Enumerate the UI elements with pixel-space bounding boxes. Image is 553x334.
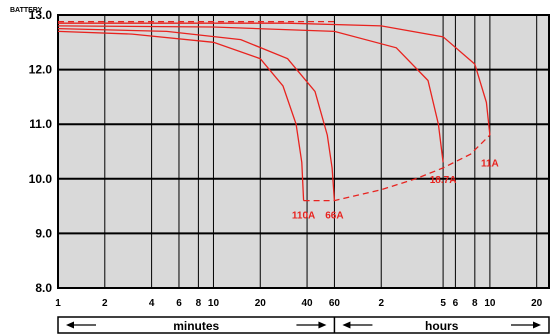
grid-lines — [57, 14, 550, 289]
x-tick-label: 2 — [378, 298, 384, 309]
arrow-right-icon — [318, 321, 327, 329]
x-tick-label: 1 — [55, 298, 61, 309]
y-tick-label: 9.0 — [35, 226, 52, 240]
curve-current-label: 11A — [481, 158, 499, 169]
segment-label: hours — [425, 319, 459, 333]
arrow-right-icon — [533, 321, 541, 329]
end-voltage-dashed-line — [303, 134, 491, 202]
x-tick-label: 10 — [484, 298, 496, 309]
chart-title: BATTERY — [10, 7, 43, 14]
discharge-curve-line — [58, 22, 491, 136]
segment-label: minutes — [173, 319, 219, 333]
discharge-curve-line — [57, 27, 336, 201]
x-tick-label: 6 — [176, 298, 182, 309]
x-tick-label: 20 — [255, 298, 267, 309]
curve-current-label: 18.7A — [430, 175, 457, 186]
curve-current-label: 66A — [325, 210, 343, 221]
x-tick-label: 20 — [531, 298, 543, 309]
x-tick-label: 40 — [301, 298, 313, 309]
y-tick-label: 13.0 — [29, 8, 53, 22]
plot-frame — [57, 14, 550, 289]
y-tick-label: 8.0 — [35, 281, 52, 295]
arrow-left-icon — [342, 321, 351, 329]
curve-current-label: 110A — [292, 210, 315, 221]
discharge-curve-line — [57, 25, 444, 163]
plot-area — [58, 15, 549, 288]
x-tick-label: 2 — [102, 298, 108, 309]
curve-labels: 110A 66A 18.7A 11A — [292, 158, 499, 221]
x-tick-label: 8 — [472, 298, 478, 309]
y-tick-label: 10.0 — [29, 172, 53, 186]
x-tick-label: 4 — [149, 298, 155, 309]
x-tick-label: 6 — [453, 298, 459, 309]
discharge-curve-line — [57, 30, 305, 201]
x-tick-label: 60 — [329, 298, 341, 309]
y-axis: 13.0 12.0 11.0 10.0 9.0 8.0 — [29, 8, 53, 295]
time-unit-bar: minutes hours — [57, 316, 550, 334]
y-tick-label: 11.0 — [29, 117, 52, 131]
x-tick-label: 10 — [208, 298, 220, 309]
discharge-curves — [57, 20, 491, 202]
x-tick-label: 5 — [440, 298, 446, 309]
x-axis: 1 2 4 6 8 10 20 40 60 2 5 6 8 10 20 — [55, 298, 542, 309]
y-tick-label: 12.0 — [29, 63, 53, 77]
arrow-left-icon — [66, 321, 74, 329]
x-tick-label: 8 — [196, 298, 202, 309]
